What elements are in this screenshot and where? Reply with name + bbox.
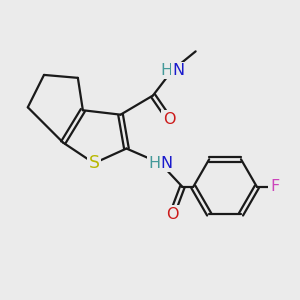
Text: O: O	[163, 112, 175, 127]
Text: N: N	[172, 63, 184, 78]
Text: H: H	[160, 63, 172, 78]
Text: N: N	[160, 156, 172, 171]
Text: O: O	[166, 207, 178, 222]
Text: H: H	[148, 156, 160, 171]
Text: F: F	[270, 179, 279, 194]
Text: F: F	[270, 179, 279, 194]
Text: S: S	[88, 154, 100, 172]
